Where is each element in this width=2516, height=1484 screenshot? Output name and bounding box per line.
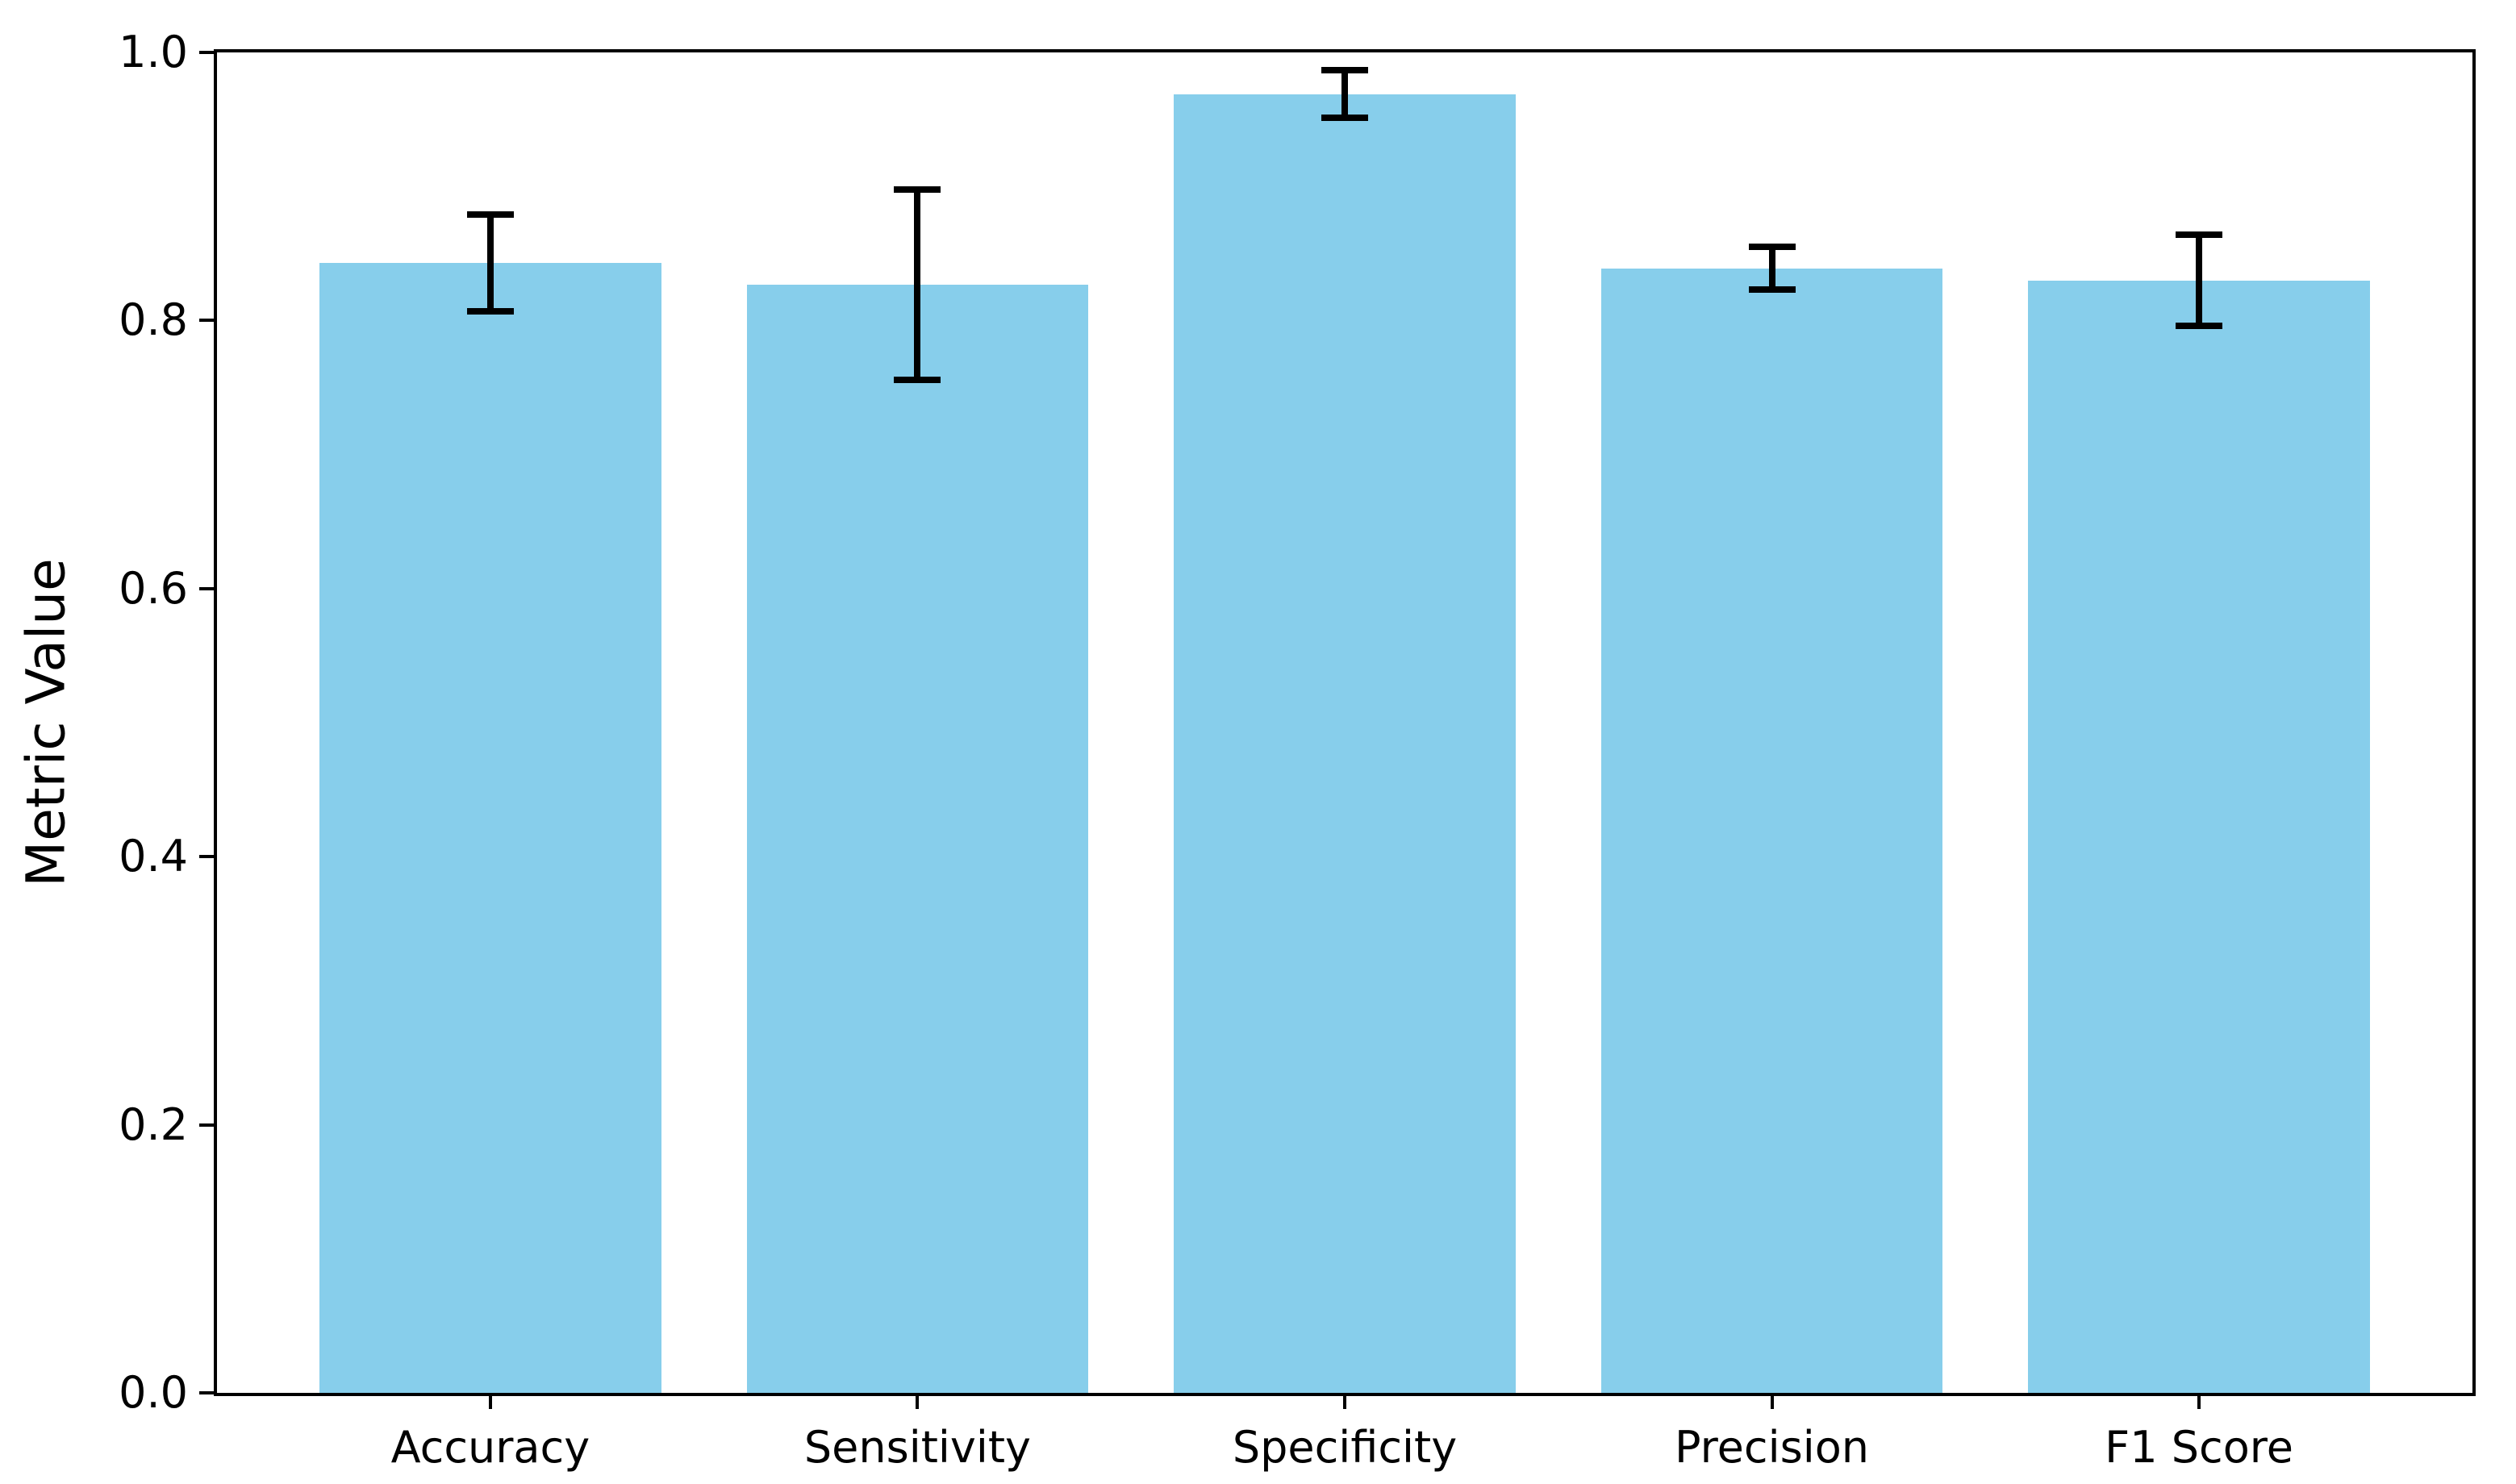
bar-specificity: [1174, 94, 1516, 1393]
bar-sensitivity: [746, 284, 1089, 1393]
error-bar-cap: [466, 211, 514, 219]
error-bar-cap: [1321, 115, 1368, 122]
y-tick-label: 0.8: [119, 294, 188, 346]
bar-precision: [1600, 268, 1943, 1393]
bar-f1-score: [2028, 280, 2370, 1393]
bar-accuracy: [319, 262, 661, 1393]
error-bar-stem: [914, 189, 921, 380]
y-tick: [199, 1391, 214, 1394]
x-tick: [2197, 1396, 2201, 1409]
error-bar-cap: [894, 186, 941, 193]
y-tick-label: 0.4: [119, 831, 188, 882]
y-tick: [199, 586, 214, 590]
y-tick: [199, 1123, 214, 1127]
error-bar-cap: [894, 376, 941, 383]
x-tick-label: F1 Score: [2105, 1422, 2293, 1473]
error-bar-cap: [466, 307, 514, 315]
x-tick: [916, 1396, 920, 1409]
error-bar-cap: [1748, 243, 1796, 250]
y-tick-label: 0.0: [119, 1367, 188, 1418]
error-bar-cap: [2176, 323, 2223, 330]
error-bar-cap: [1748, 286, 1796, 294]
y-tick-label: 0.2: [119, 1098, 188, 1150]
x-tick-label: Sensitivity: [803, 1422, 1032, 1473]
error-bar-stem: [1341, 69, 1348, 119]
error-bar-stem: [1768, 246, 1775, 290]
y-tick-label: 0.6: [119, 562, 188, 614]
y-tick: [199, 319, 214, 323]
x-tick: [1343, 1396, 1346, 1409]
plot-area: 0.0 0.2 0.4 0.6 0.8 1.0 Accuracy Sensitivity Spe…: [119, 27, 2476, 1472]
x-tick-label: Precision: [1675, 1422, 1870, 1473]
x-tick-label: Accuracy: [390, 1422, 590, 1473]
x-tick-label: Specificity: [1232, 1422, 1458, 1473]
error-bar-cap: [1321, 66, 1368, 73]
y-tick-label: 1.0: [119, 27, 188, 77]
error-bar-stem: [486, 215, 494, 311]
error-bar-cap: [2176, 231, 2223, 239]
error-bar-stem: [2196, 235, 2203, 327]
y-tick: [199, 855, 214, 859]
y-tick: [199, 51, 214, 54]
x-tick: [488, 1396, 492, 1409]
x-tick: [1770, 1396, 1774, 1409]
